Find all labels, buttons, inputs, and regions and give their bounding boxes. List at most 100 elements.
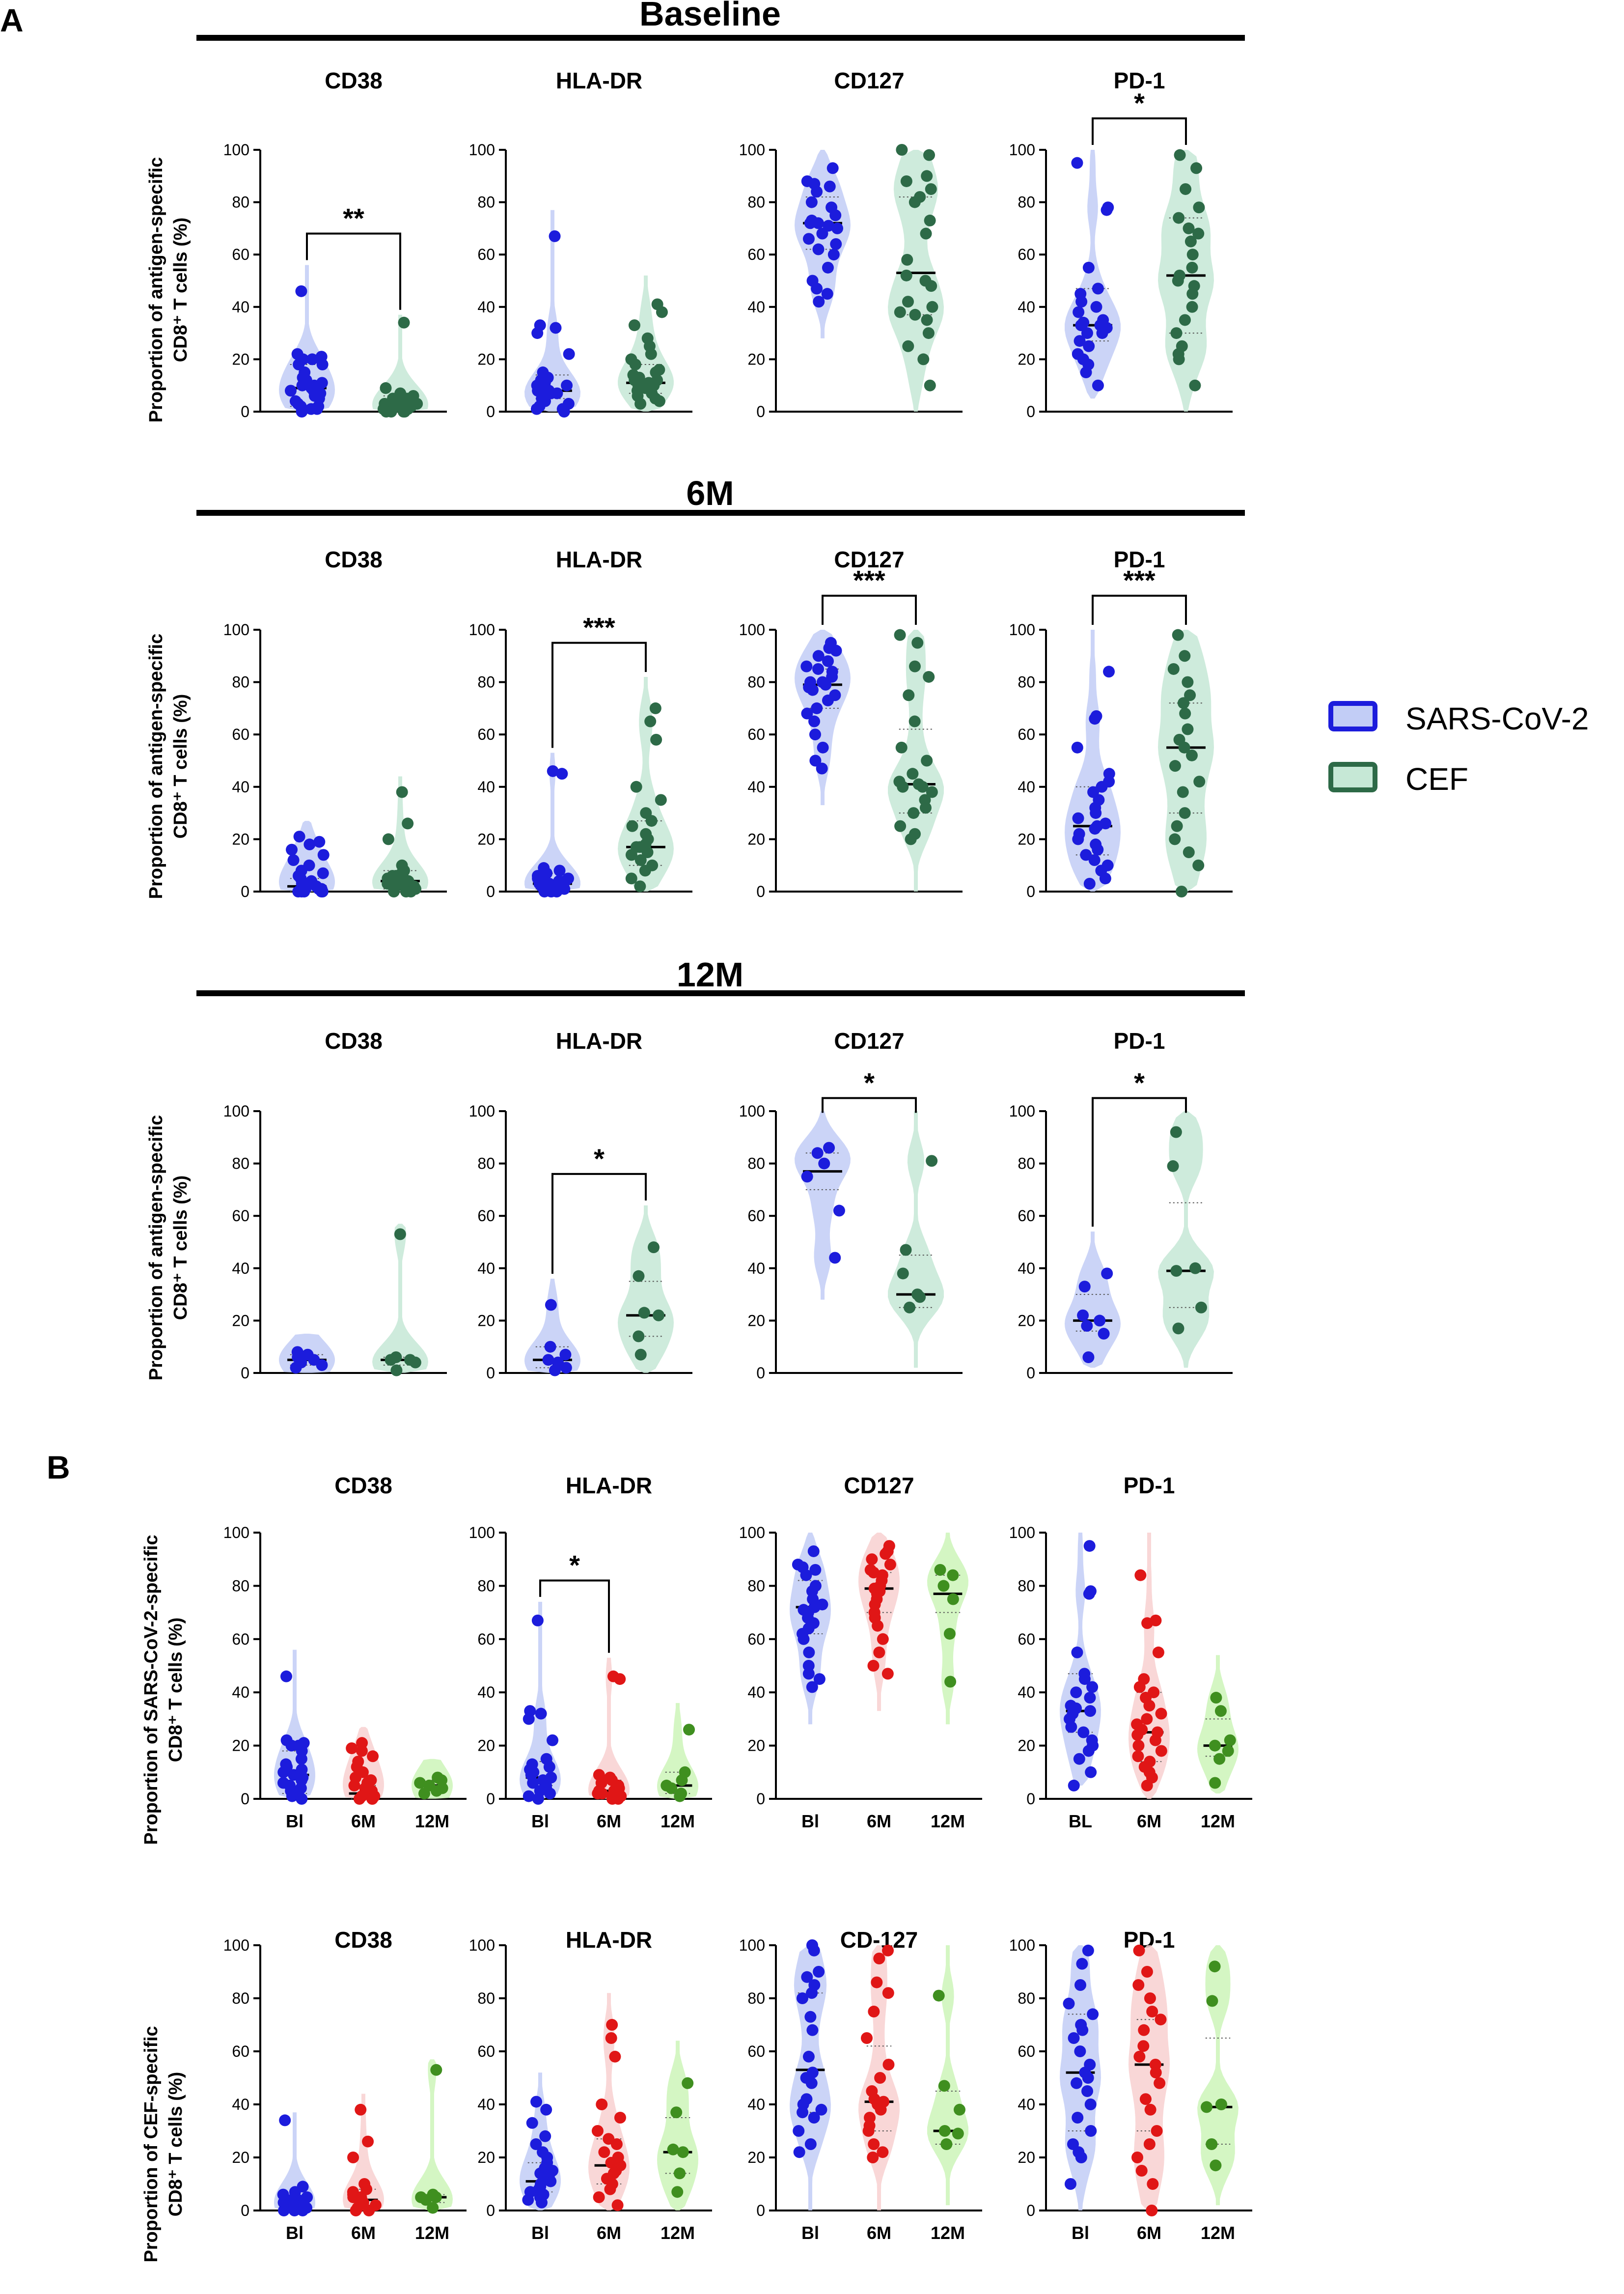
data-point bbox=[287, 854, 300, 867]
data-point bbox=[822, 694, 834, 706]
data-point bbox=[895, 741, 908, 754]
data-point bbox=[911, 637, 924, 649]
data-point bbox=[1186, 249, 1199, 261]
series-SARS-CoV-2 bbox=[1065, 630, 1121, 892]
data-point bbox=[560, 1362, 572, 1374]
data-point bbox=[296, 379, 308, 392]
bracket-line bbox=[306, 232, 401, 310]
y-tick-label: 0 bbox=[241, 1790, 249, 1808]
data-point bbox=[793, 2125, 805, 2137]
data-point bbox=[549, 230, 561, 242]
y-tick-label: 40 bbox=[747, 298, 765, 316]
data-point bbox=[563, 348, 575, 360]
y-tick-label: 60 bbox=[232, 726, 249, 743]
y-tick-label: 60 bbox=[232, 246, 249, 263]
data-point bbox=[592, 1788, 604, 1800]
chart-title: CD38 bbox=[334, 1473, 392, 1498]
data-point bbox=[880, 1548, 892, 1560]
data-point bbox=[806, 1987, 818, 1999]
section-title-baseline: Baseline bbox=[639, 0, 781, 33]
data-point bbox=[1141, 1966, 1153, 1978]
data-point bbox=[1076, 1958, 1088, 1970]
y-tick-label: 80 bbox=[1018, 673, 1035, 691]
data-point bbox=[1084, 1692, 1096, 1704]
data-point bbox=[1184, 235, 1197, 248]
data-point bbox=[1177, 786, 1189, 798]
data-point bbox=[1073, 1753, 1085, 1765]
data-point bbox=[1170, 327, 1183, 339]
x-category-label: 12M bbox=[1201, 2223, 1235, 2243]
data-point bbox=[385, 1354, 397, 1366]
y-tick-label: 100 bbox=[1009, 1524, 1035, 1541]
series-12M: 12M bbox=[412, 1759, 453, 1831]
y-tick-label: 60 bbox=[747, 246, 765, 263]
data-point bbox=[614, 1673, 626, 1685]
data-point bbox=[297, 2205, 309, 2216]
series-CEF bbox=[372, 776, 428, 897]
legend-swatch-cef bbox=[1328, 762, 1377, 792]
data-point bbox=[1065, 1721, 1077, 1733]
data-point bbox=[634, 854, 647, 867]
data-point bbox=[653, 395, 665, 407]
data-point bbox=[531, 327, 544, 339]
data-point bbox=[1146, 2205, 1158, 2216]
chart-title: CD127 bbox=[834, 1028, 904, 1054]
chart-title: CD127 bbox=[834, 68, 904, 93]
data-point bbox=[532, 1793, 544, 1805]
bracket-line bbox=[551, 642, 647, 748]
data-point bbox=[544, 1341, 556, 1353]
series-SARS-CoV-2 bbox=[795, 1111, 851, 1300]
data-point bbox=[937, 1580, 950, 1592]
panel-letter-b: B bbox=[47, 1449, 70, 1485]
data-point bbox=[1063, 1997, 1075, 2010]
data-point bbox=[1193, 201, 1205, 214]
data-point bbox=[1071, 2077, 1083, 2089]
data-point bbox=[1133, 1681, 1146, 1693]
violin-shape bbox=[618, 676, 674, 892]
data-point bbox=[813, 1966, 825, 1978]
data-point bbox=[1081, 1320, 1093, 1332]
data-point bbox=[1099, 872, 1111, 885]
y-tick-label: 100 bbox=[469, 1102, 495, 1120]
data-point bbox=[1064, 2178, 1076, 2190]
data-point bbox=[547, 765, 559, 777]
chart-title: PD-1 bbox=[1114, 68, 1165, 93]
data-point bbox=[811, 186, 823, 198]
data-point bbox=[816, 227, 828, 240]
data-point bbox=[306, 353, 318, 365]
violin-shape bbox=[372, 776, 428, 892]
data-point bbox=[1152, 1646, 1164, 1658]
data-point bbox=[653, 1309, 665, 1321]
data-point bbox=[809, 1564, 822, 1576]
y-tick-label: 20 bbox=[1018, 2149, 1035, 2166]
bracket-line bbox=[551, 1173, 647, 1274]
data-point bbox=[1183, 846, 1195, 859]
data-point bbox=[1201, 2101, 1213, 2113]
data-point bbox=[671, 2186, 684, 2198]
data-point bbox=[1103, 666, 1115, 678]
y-tick-label: 0 bbox=[241, 883, 249, 900]
data-point bbox=[1101, 1267, 1113, 1280]
data-point bbox=[1092, 843, 1104, 856]
y-tick-label: 80 bbox=[747, 1577, 765, 1595]
chart-title: CD38 bbox=[325, 1028, 383, 1054]
data-point bbox=[1082, 261, 1095, 274]
data-point bbox=[804, 2011, 817, 2023]
data-point bbox=[947, 1569, 959, 1581]
data-point bbox=[805, 196, 818, 208]
series-Bl: Bl bbox=[520, 1601, 561, 1831]
data-point bbox=[796, 1992, 808, 2004]
series-6M: 6M bbox=[1129, 1944, 1170, 2243]
x-category-label: 6M bbox=[867, 1811, 891, 1831]
data-point bbox=[523, 1713, 535, 1725]
data-point bbox=[430, 1785, 442, 1797]
y-tick-label: 80 bbox=[477, 1155, 495, 1173]
data-point bbox=[943, 1627, 956, 1640]
data-point bbox=[821, 288, 833, 300]
data-point bbox=[295, 1753, 307, 1765]
data-point bbox=[1171, 820, 1183, 832]
series-Bl: Bl bbox=[520, 2072, 561, 2243]
y-tick-label: 100 bbox=[469, 621, 495, 639]
data-point bbox=[1083, 878, 1096, 890]
